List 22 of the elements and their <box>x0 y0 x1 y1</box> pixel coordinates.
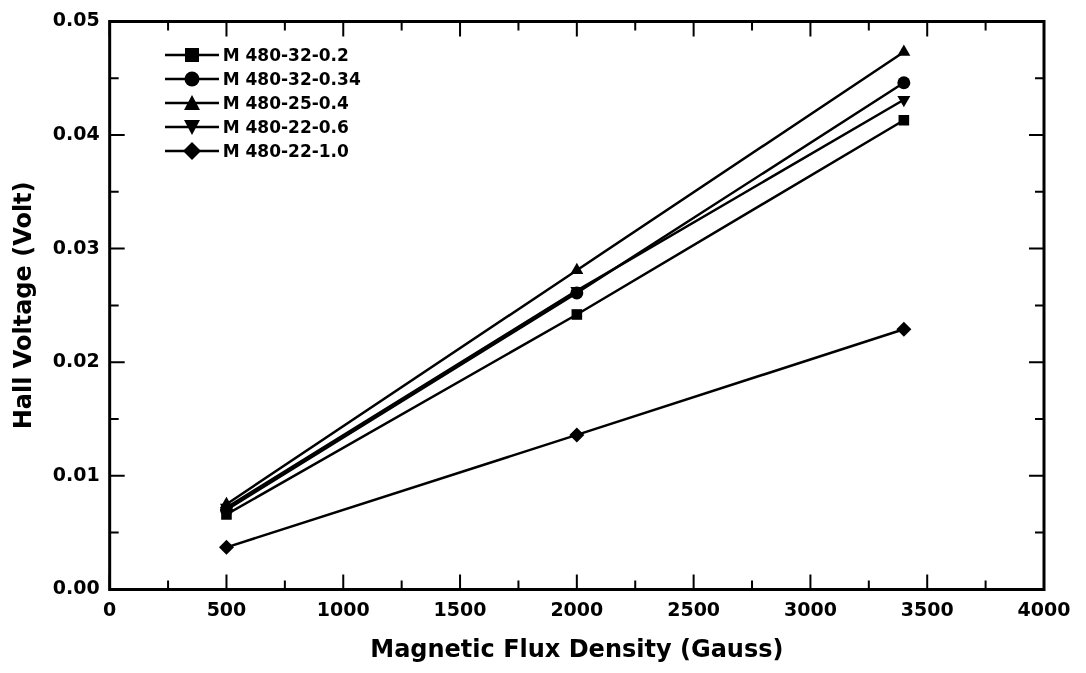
legend-label: M 480-22-0.6 <box>222 116 349 140</box>
x-tick-label: 4000 <box>1017 597 1071 620</box>
y-tick-label: 0.01 <box>52 462 100 485</box>
x-tick-label: 2500 <box>667 597 721 620</box>
legend-label: M 480-32-0.2 <box>222 44 349 68</box>
x-tick-label: 3500 <box>900 597 954 620</box>
y-tick-label: 0.02 <box>52 349 100 372</box>
x-tick-label: 0 <box>103 597 117 620</box>
legend-label: M 480-25-0.4 <box>222 92 349 116</box>
y-axis-title: Hall Voltage (Volt) <box>8 181 37 430</box>
x-tick-label: 2000 <box>550 597 604 620</box>
legend-label: M 480-32-0.34 <box>222 68 361 92</box>
y-tick-label: 0.00 <box>52 576 100 599</box>
x-tick-label: 500 <box>206 597 247 620</box>
legend-label: M 480-22-1.0 <box>222 140 349 164</box>
x-axis-title: Magnetic Flux Density (Gauss) <box>370 634 784 663</box>
x-tick-label: 3000 <box>783 597 837 620</box>
y-tick-label: 0.03 <box>52 235 100 258</box>
y-tick-label: 0.05 <box>52 8 100 31</box>
x-tick-label: 1000 <box>316 597 370 620</box>
y-tick-label: 0.04 <box>52 121 100 144</box>
x-tick-label: 1500 <box>433 597 487 620</box>
